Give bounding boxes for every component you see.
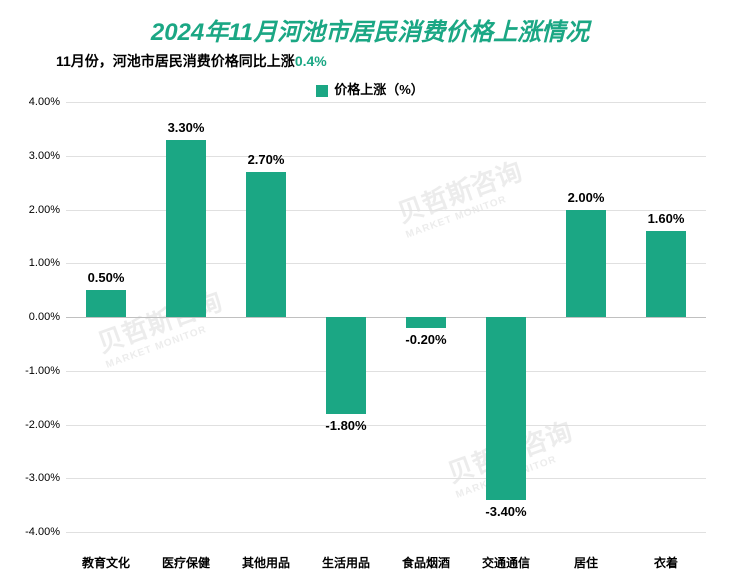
bar: [486, 317, 526, 500]
bar-slot: 0.50%: [66, 102, 146, 532]
x-tick-label: 衣着: [654, 554, 678, 571]
x-tick-label: 交通通信: [482, 554, 530, 571]
subtitle-prefix: 11月份，河池市居民消费价格同比上涨: [56, 53, 295, 69]
bar: [566, 210, 606, 318]
y-tick-label: -1.00%: [25, 365, 60, 377]
bar: [86, 290, 126, 317]
x-tick-label: 教育文化: [82, 554, 130, 571]
legend-label: 价格上涨（%）: [334, 82, 424, 97]
x-tick-label: 居住: [574, 554, 598, 571]
bar-value-label: 0.50%: [88, 270, 125, 285]
y-tick-label: -3.00%: [25, 472, 60, 484]
x-tick-label: 生活用品: [322, 554, 370, 571]
bar-value-label: -3.40%: [485, 504, 526, 519]
bar: [406, 317, 446, 328]
bar: [326, 317, 366, 414]
y-tick-label: 0.00%: [29, 311, 60, 323]
bar-slot: -0.20%: [386, 102, 466, 532]
x-tick-label: 医疗保健: [162, 554, 210, 571]
bar-value-label: 2.00%: [568, 190, 605, 205]
y-tick-label: 3.00%: [29, 150, 60, 162]
bar-slot: 1.60%: [626, 102, 706, 532]
bar: [646, 231, 686, 317]
bar-value-label: 3.30%: [168, 120, 205, 135]
bar: [246, 172, 286, 317]
chart-title: 2024年11月河池市居民消费价格上涨情况: [16, 12, 724, 47]
x-tick-label: 其他用品: [242, 554, 290, 571]
subtitle-highlight: 0.4%: [295, 53, 327, 69]
bar-slot: 2.70%: [226, 102, 306, 532]
bar-slot: -1.80%: [306, 102, 386, 532]
x-tick-label: 食品烟酒: [402, 554, 450, 571]
bars-region: 0.50% 3.30% 2.70% -1.80% -0.20% -3.40% 2.00% 1.…: [66, 102, 706, 532]
bar: [166, 140, 206, 317]
y-axis: -4.00%-3.00%-2.00%-1.00%0.00%1.00%2.00%3…: [16, 102, 66, 532]
chart-subtitle: 11月份，河池市居民消费价格同比上涨0.4%: [16, 51, 724, 71]
legend-swatch: [316, 85, 328, 97]
bar-value-label: 2.70%: [248, 152, 285, 167]
y-tick-label: 4.00%: [29, 96, 60, 108]
bar-value-label: -1.80%: [325, 418, 366, 433]
y-tick-label: 2.00%: [29, 204, 60, 216]
y-tick-label: -4.00%: [25, 526, 60, 538]
bar-value-label: -0.20%: [405, 332, 446, 347]
bar-slot: -3.40%: [466, 102, 546, 532]
y-tick-label: -2.00%: [25, 419, 60, 431]
bar-slot: 2.00%: [546, 102, 626, 532]
bar-value-label: 1.60%: [648, 211, 685, 226]
chart-container: 2024年11月河池市居民消费价格上涨情况 11月份，河池市居民消费价格同比上涨…: [0, 0, 740, 583]
y-tick-label: 1.00%: [29, 257, 60, 269]
gridline: [66, 532, 706, 533]
bar-slot: 3.30%: [146, 102, 226, 532]
chart-legend: 价格上涨（%）: [16, 79, 724, 98]
plot-area: 贝哲斯咨询 MARKET MONITOR 贝哲斯咨询 MARKET MONITO…: [66, 102, 740, 532]
